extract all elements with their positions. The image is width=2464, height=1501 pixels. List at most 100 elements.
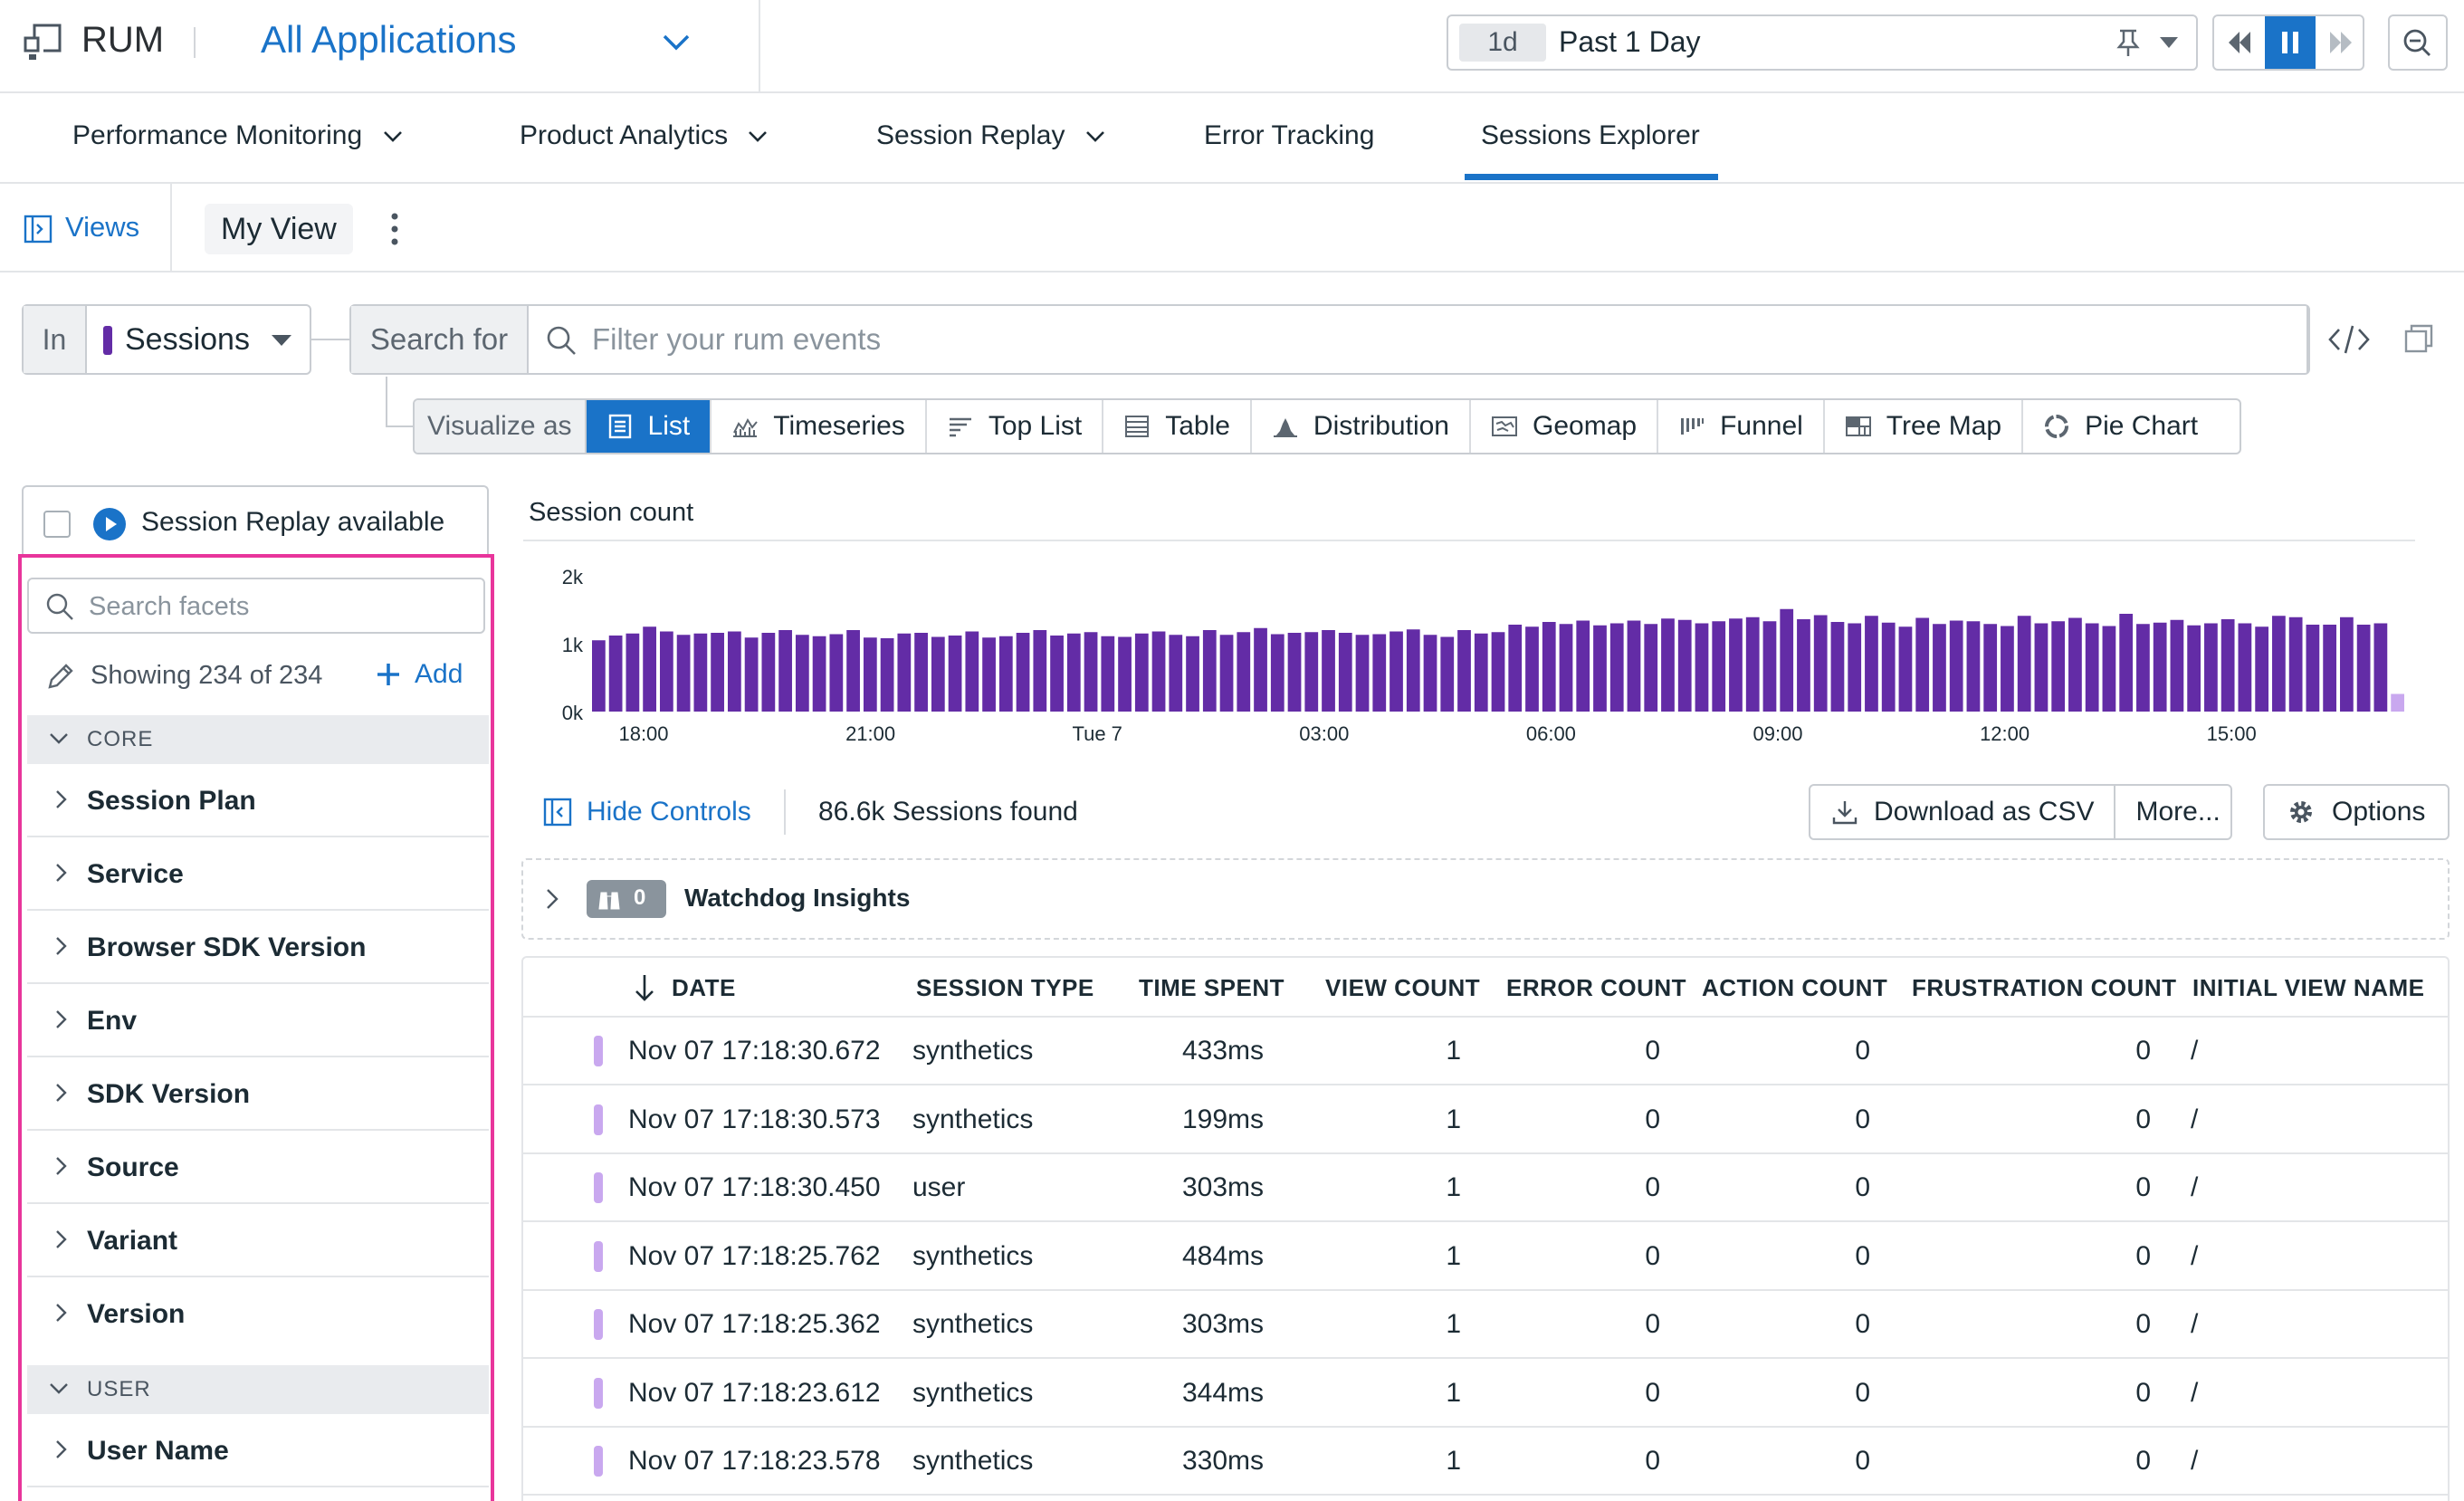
rum-product-icon[interactable] — [22, 20, 65, 63]
column-header-initial-view-name[interactable]: INITIAL VIEW NAME — [2192, 974, 2425, 1001]
chart-bar[interactable] — [1830, 622, 1845, 712]
watchdog-insights[interactable]: 0 Watchdog Insights — [521, 858, 2450, 940]
hide-controls-button[interactable]: Hide Controls — [543, 797, 751, 827]
session-count-chart[interactable]: 2k 1k 0k 18:00 21:00 Tue 7 03:00 06:00 09:00 12:… — [523, 543, 2460, 760]
chart-bar[interactable] — [948, 636, 962, 712]
viz-distribution-button[interactable]: Distribution — [1252, 400, 1471, 453]
chart-bar[interactable] — [1661, 618, 1675, 712]
viz-pie-chart-button[interactable]: Pie Chart — [2023, 400, 2218, 453]
viz-top-list-button[interactable]: Top List — [927, 400, 1104, 453]
chart-bar[interactable] — [1491, 632, 1505, 712]
views-button[interactable]: Views — [65, 211, 140, 243]
chart-bar[interactable] — [2034, 623, 2049, 712]
chart-bar[interactable] — [2306, 625, 2320, 712]
table-row[interactable]: Nov 07 17:18:30.573 synthetics 199ms 1 0 0 0 / — [523, 1086, 2448, 1154]
chart-bar[interactable] — [1898, 626, 1913, 712]
chart-bar[interactable] — [1134, 633, 1149, 712]
viz-geomap-button[interactable]: Geomap — [1471, 400, 1659, 453]
chart-bar[interactable] — [1881, 622, 1896, 712]
chart-bar[interactable] — [2323, 625, 2337, 712]
views-panel-icon[interactable] — [24, 215, 53, 244]
chart-bar[interactable] — [998, 636, 1013, 712]
table-row[interactable]: Nov 07 17:18:23.578 synthetics 330ms 1 0 0 0 / — [523, 1428, 2448, 1496]
chart-bar[interactable] — [1355, 635, 1370, 712]
chart-bar[interactable] — [1151, 631, 1166, 712]
chart-bar[interactable] — [1084, 632, 1098, 712]
chart-bar[interactable] — [676, 635, 691, 712]
session-replay-checkbox[interactable] — [43, 511, 71, 538]
time-range-selector[interactable]: 1d Past 1 Day — [1447, 14, 2198, 71]
current-view-name[interactable]: My View — [205, 204, 353, 254]
chart-bar[interactable] — [592, 640, 606, 712]
chart-bar[interactable] — [643, 626, 656, 712]
chart-bar[interactable] — [880, 638, 894, 712]
column-header-time-spent[interactable]: TIME SPENT — [1139, 974, 1285, 1001]
caret-down-icon[interactable] — [2158, 34, 2180, 51]
viz-timeseries-button[interactable]: Timeseries — [712, 400, 927, 453]
chart-bar[interactable] — [1813, 615, 1828, 712]
column-header-session-type[interactable]: SESSION TYPE — [916, 974, 1094, 1001]
chart-bar[interactable] — [1780, 608, 1794, 712]
chart-bar[interactable] — [2102, 626, 2116, 712]
chart-bar[interactable] — [1066, 633, 1081, 712]
chart-bar[interactable] — [1933, 624, 1946, 712]
tab-product-analytics[interactable]: Product Analytics — [520, 120, 768, 151]
chart-bar[interactable] — [1390, 631, 1403, 712]
chart-bar[interactable] — [1169, 635, 1183, 712]
chart-bar[interactable] — [1423, 635, 1437, 712]
column-header-error-count[interactable]: ERROR COUNT — [1506, 974, 1687, 1001]
chart-bar[interactable] — [2153, 622, 2167, 712]
chart-bar[interactable] — [1644, 624, 1658, 712]
sort-descending-icon[interactable] — [632, 972, 657, 1003]
chart-bar[interactable] — [1915, 617, 1930, 712]
chart-bar[interactable] — [1695, 623, 1709, 712]
chart-bar[interactable] — [2068, 617, 2082, 712]
table-row[interactable]: Nov 07 17:18:25.362 synthetics 303ms 1 0 0 0 / — [523, 1291, 2448, 1359]
chart-bar[interactable] — [1966, 621, 1981, 712]
chart-bar[interactable] — [2017, 616, 2031, 712]
chart-bar[interactable] — [2001, 626, 2014, 712]
chart-bar[interactable] — [1372, 634, 1387, 712]
chart-bar[interactable] — [897, 633, 912, 712]
chart-bar[interactable] — [1016, 633, 1030, 712]
chart-bar[interactable] — [1186, 636, 1199, 712]
chart-bar[interactable] — [2170, 619, 2184, 712]
more-options-icon[interactable] — [387, 211, 402, 247]
chart-bar[interactable] — [744, 637, 759, 712]
chart-bar[interactable] — [2255, 626, 2269, 712]
facet-group-core[interactable]: CORE — [27, 715, 489, 764]
download-csv-button[interactable]: Download as CSV — [1810, 786, 2116, 838]
table-row[interactable]: Nov 07 17:18:23.612 synthetics 344ms 1 0 0 0 / — [523, 1360, 2448, 1428]
search-input[interactable] — [592, 310, 2167, 369]
chart-bar[interactable] — [2356, 625, 2371, 712]
facet-search-input[interactable] — [89, 583, 469, 630]
chart-bar[interactable] — [1101, 636, 1115, 712]
chart-bar[interactable] — [1983, 624, 1998, 712]
chevron-down-icon[interactable] — [661, 29, 692, 54]
column-header-view-count[interactable]: VIEW COUNT — [1325, 974, 1481, 1001]
chart-bar[interactable] — [2238, 623, 2252, 712]
chart-bar[interactable] — [1712, 621, 1726, 712]
chart-bar[interactable] — [1949, 620, 1963, 712]
chart-bar[interactable] — [2085, 623, 2099, 712]
copy-icon[interactable] — [2402, 322, 2435, 355]
facet-user-name[interactable]: User Name — [27, 1414, 489, 1487]
facet-source[interactable]: Source — [27, 1131, 489, 1204]
chart-bar[interactable] — [812, 636, 826, 712]
facet-variant[interactable]: Variant — [27, 1204, 489, 1277]
chart-bar[interactable] — [778, 630, 792, 712]
chart-bar[interactable] — [1304, 632, 1319, 712]
chart-bar[interactable] — [2340, 617, 2354, 712]
data-source-selector[interactable]: In Sessions — [22, 304, 311, 375]
chart-bar[interactable] — [2187, 625, 2201, 712]
tab-sessions-explorer[interactable]: Sessions Explorer — [1481, 120, 1700, 151]
chart-bar[interactable] — [1525, 626, 1539, 712]
chart-bar[interactable] — [1797, 619, 1810, 712]
facet-browser-sdk-version[interactable]: Browser SDK Version — [27, 911, 489, 984]
chart-bar[interactable] — [608, 636, 623, 712]
chart-bar[interactable] — [711, 633, 724, 712]
chart-bar[interactable] — [982, 637, 996, 712]
chart-bar[interactable] — [1322, 630, 1335, 712]
chart-bar[interactable] — [2391, 693, 2404, 712]
chart-bar[interactable] — [965, 631, 979, 712]
